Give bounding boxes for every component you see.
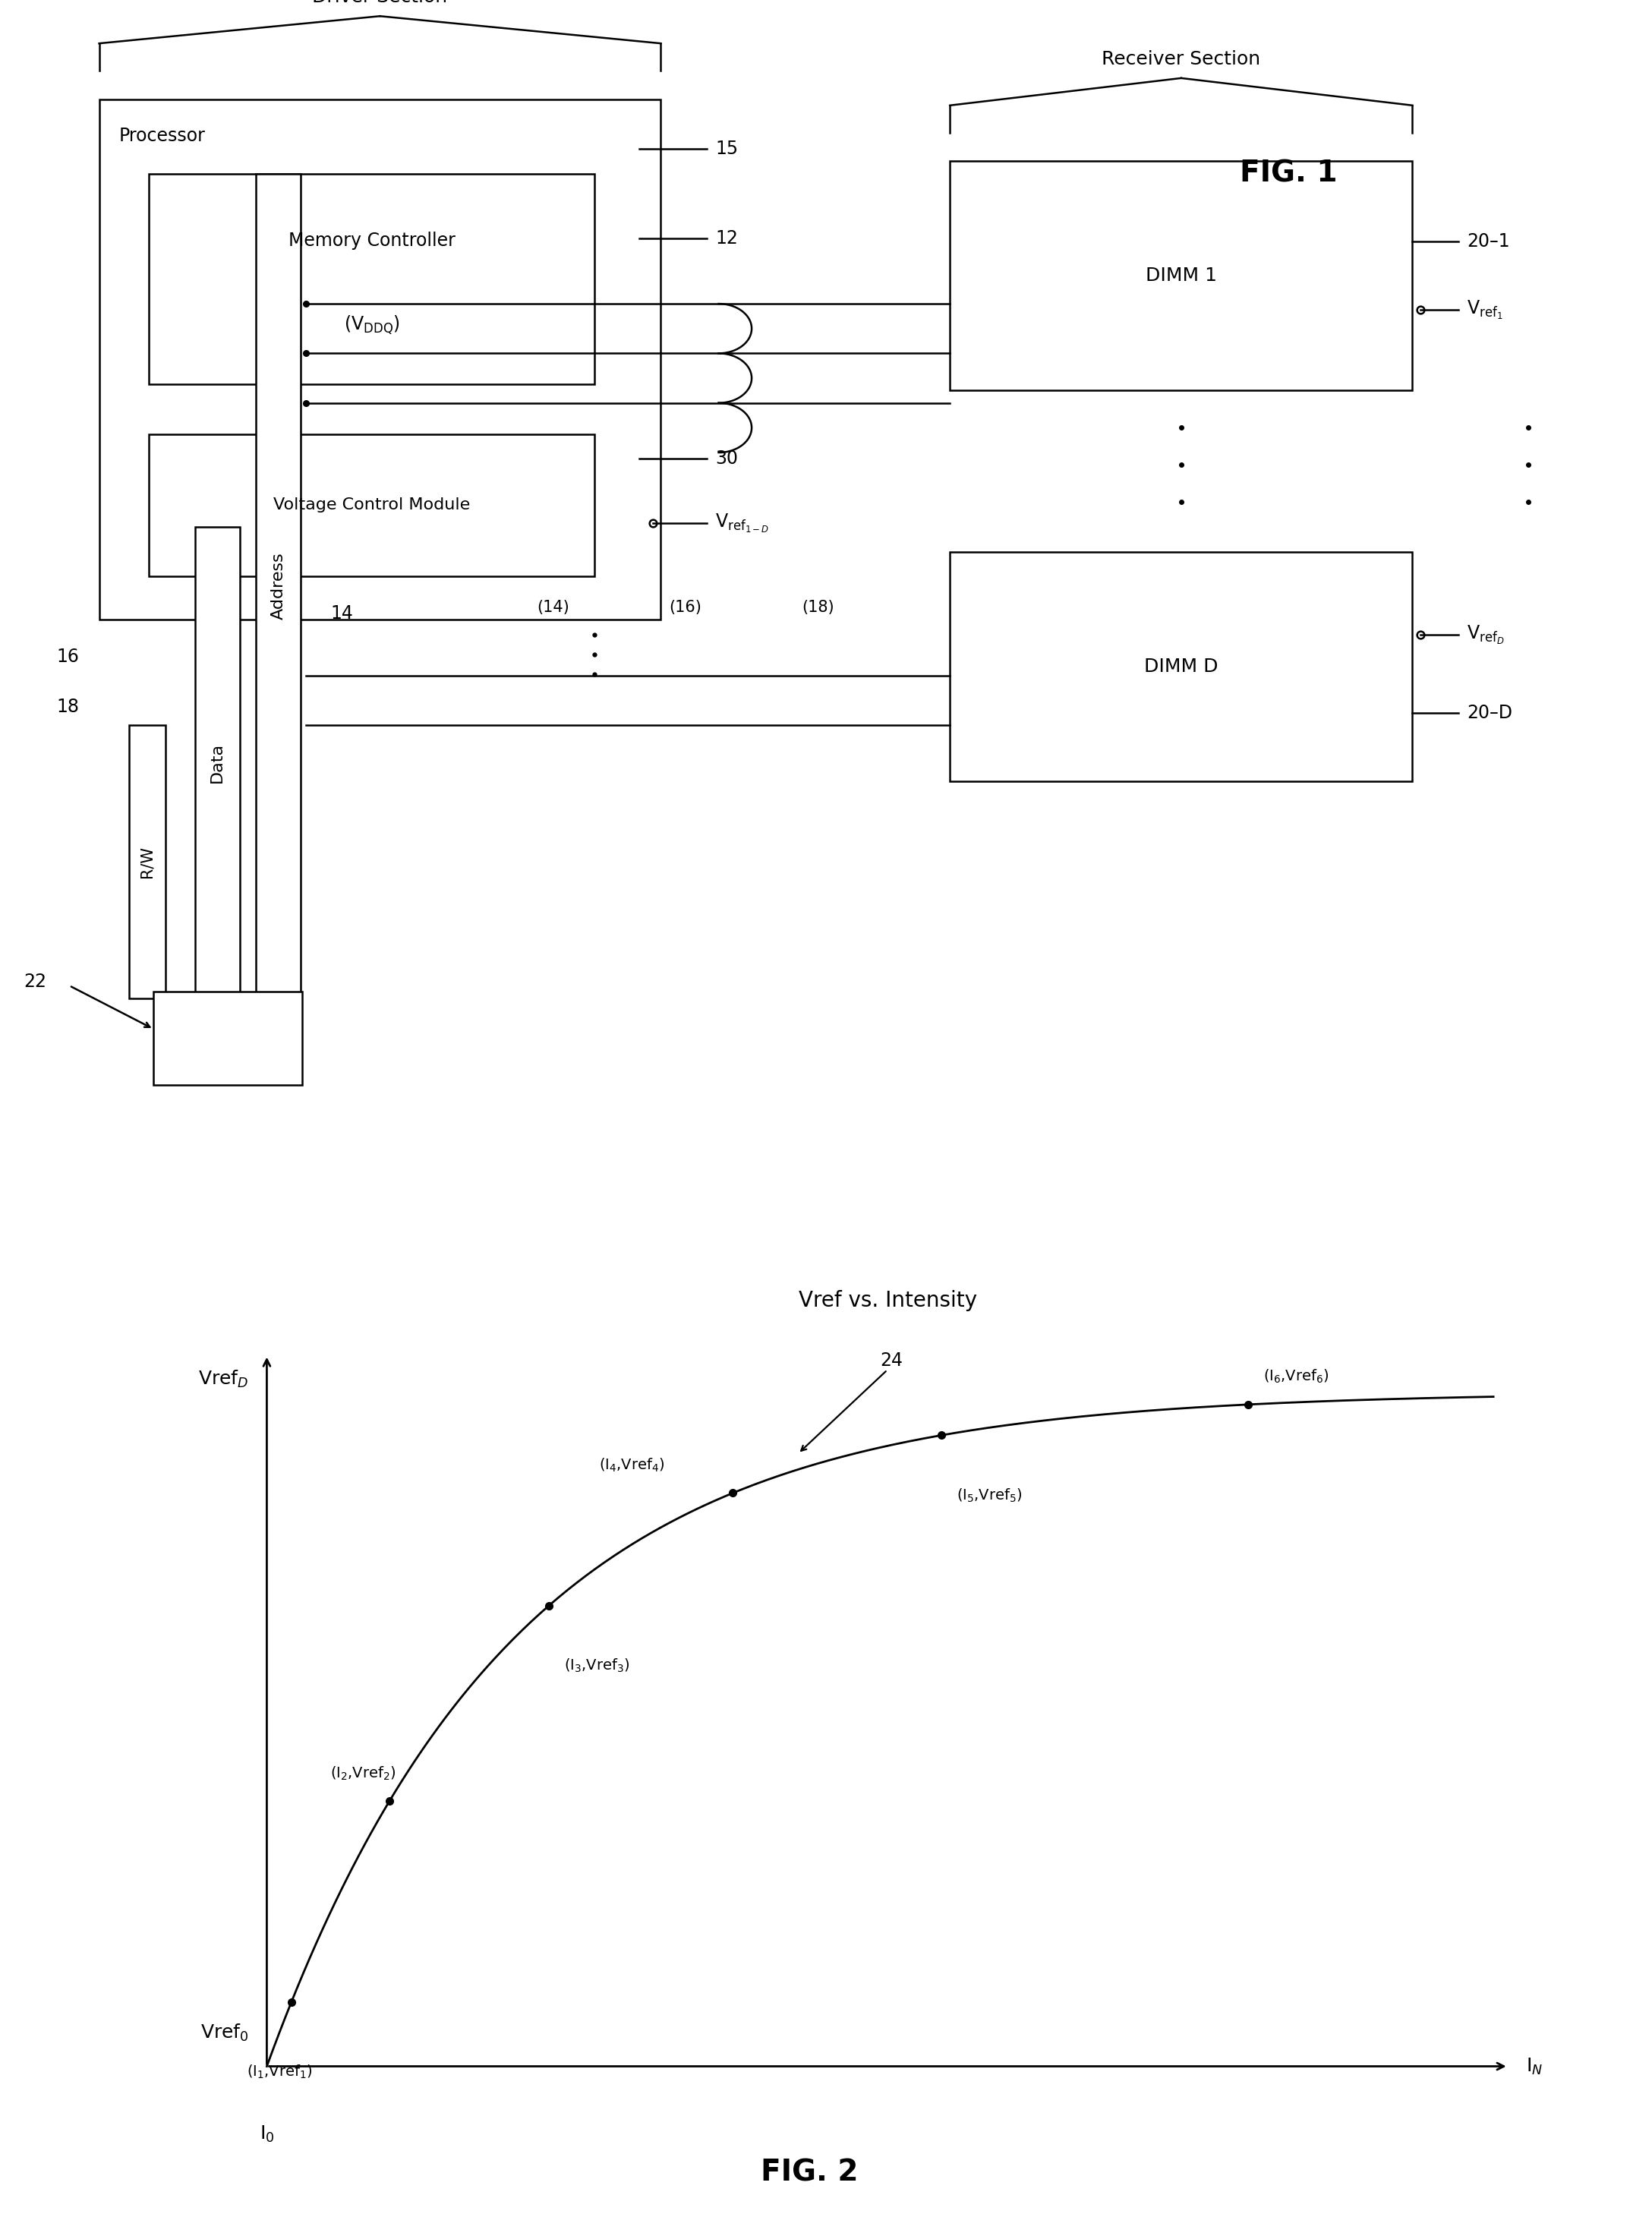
Text: Processor: Processor (119, 126, 205, 144)
Text: 20–1: 20–1 (1467, 232, 1510, 250)
Text: (I$_4$,Vref$_4$): (I$_4$,Vref$_4$) (600, 1457, 664, 1475)
Text: 14: 14 (330, 604, 354, 622)
Text: Vref$_0$: Vref$_0$ (200, 2021, 249, 2044)
Text: (I$_3$,Vref$_3$): (I$_3$,Vref$_3$) (563, 1658, 629, 1674)
Bar (256, 173, 301, 999)
Bar (950, 551, 1412, 782)
Bar (149, 173, 595, 385)
Text: Receiver Section: Receiver Section (1102, 51, 1260, 69)
Text: (14): (14) (537, 600, 570, 615)
Text: 22: 22 (23, 972, 46, 992)
Text: (16): (16) (669, 600, 702, 615)
Text: 30: 30 (715, 449, 738, 467)
Bar (950, 162, 1412, 390)
Text: (18): (18) (801, 600, 834, 615)
Text: V$_{\mathregular{ref}_D}$: V$_{\mathregular{ref}_D}$ (1467, 624, 1505, 646)
Text: I$_0$: I$_0$ (259, 2123, 274, 2143)
Text: (I$_2$,Vref$_2$): (I$_2$,Vref$_2$) (330, 1765, 396, 1782)
Text: R/W: R/W (139, 846, 155, 877)
Text: I$_N$: I$_N$ (1526, 2057, 1543, 2077)
Text: Voltage Control Module: Voltage Control Module (273, 498, 471, 514)
Text: FIG. 1: FIG. 1 (1239, 159, 1338, 188)
Text: (I$_5$,Vref$_5$): (I$_5$,Vref$_5$) (957, 1488, 1023, 1503)
Text: DIMM 1: DIMM 1 (1145, 266, 1218, 286)
Bar (195, 527, 240, 999)
Text: FIG. 2: FIG. 2 (760, 2159, 859, 2187)
Bar (129, 726, 165, 999)
Bar (154, 992, 302, 1085)
Text: Vref vs. Intensity: Vref vs. Intensity (798, 1291, 976, 1311)
Text: Memory Controller: Memory Controller (287, 232, 456, 250)
Text: V$_{\mathregular{ref}_1}$: V$_{\mathregular{ref}_1}$ (1467, 299, 1503, 321)
Text: 15: 15 (715, 139, 738, 157)
Text: Data: Data (210, 742, 225, 784)
Text: (I$_1$,Vref$_1$): (I$_1$,Vref$_1$) (246, 2063, 312, 2081)
Text: (V$_{\mathregular{DDQ}}$): (V$_{\mathregular{DDQ}}$) (344, 314, 400, 337)
Bar (149, 434, 595, 576)
Text: 18: 18 (56, 697, 79, 715)
Text: 12: 12 (715, 228, 738, 248)
Text: Vref$_D$: Vref$_D$ (198, 1368, 249, 1390)
Text: 20–D: 20–D (1467, 704, 1513, 722)
Text: Driver Section: Driver Section (312, 0, 448, 7)
Text: 16: 16 (56, 649, 79, 666)
Text: 24: 24 (881, 1353, 902, 1370)
Text: (I$_6$,Vref$_6$): (I$_6$,Vref$_6$) (1264, 1368, 1328, 1386)
Text: DIMM D: DIMM D (1145, 658, 1218, 675)
Text: V$_{\mathregular{ref}_{1-D}}$: V$_{\mathregular{ref}_{1-D}}$ (715, 511, 770, 534)
Bar (99, 100, 661, 620)
Text: Address: Address (271, 551, 286, 620)
